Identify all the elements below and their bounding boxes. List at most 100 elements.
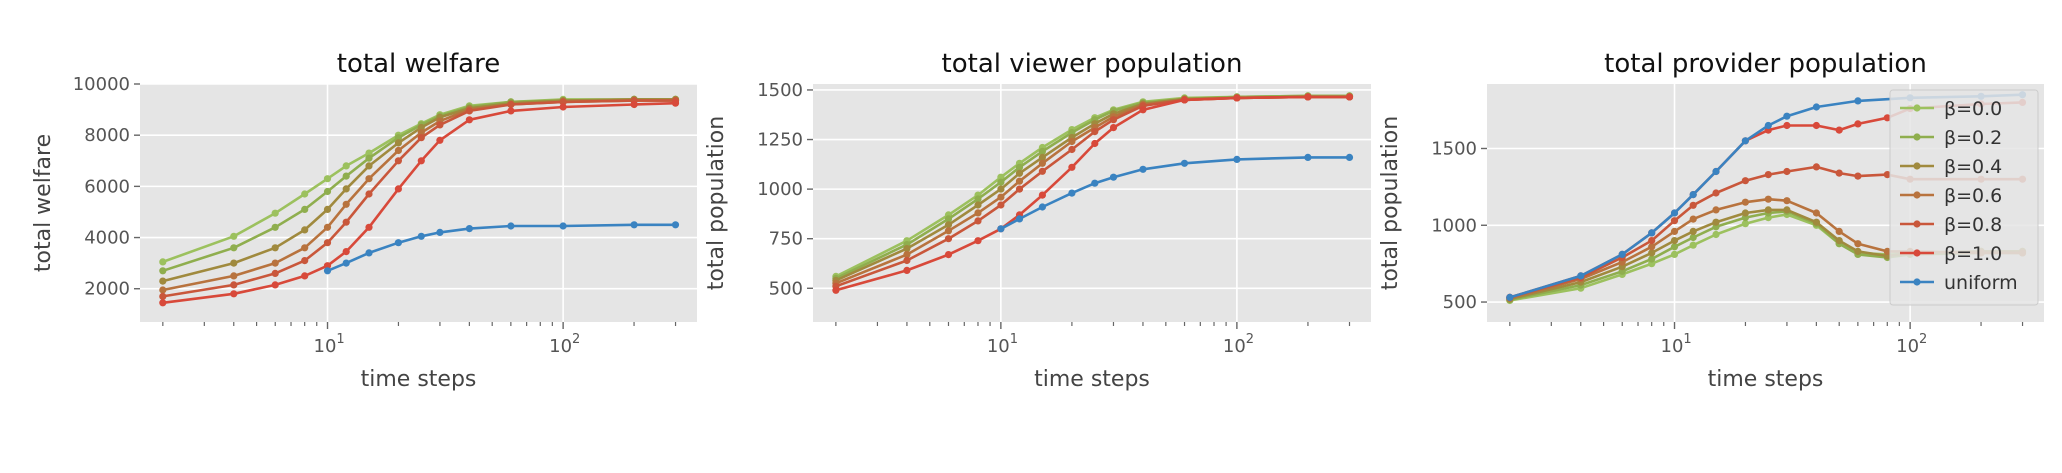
data-point bbox=[1883, 247, 1891, 255]
data-point bbox=[365, 162, 373, 170]
y-tick-label: 1000 bbox=[1431, 215, 1477, 236]
data-point bbox=[271, 259, 279, 267]
legend: β=0.0 β=0.2 β=0.4 β=0.6 β=0.8 β=1.0 uniform bbox=[1889, 89, 2039, 306]
data-point bbox=[301, 272, 309, 280]
data-point bbox=[230, 232, 238, 240]
data-point bbox=[1854, 240, 1862, 248]
data-point bbox=[1712, 206, 1720, 214]
data-point bbox=[465, 107, 473, 115]
data-point bbox=[323, 267, 332, 275]
data-point bbox=[271, 223, 279, 231]
data-point bbox=[1015, 169, 1024, 177]
data-point bbox=[271, 269, 279, 277]
data-point bbox=[301, 190, 309, 198]
data-point bbox=[365, 190, 373, 198]
data-point bbox=[1038, 167, 1046, 175]
data-point bbox=[342, 259, 350, 267]
data-point bbox=[1835, 126, 1843, 134]
data-point bbox=[465, 116, 473, 124]
x-tick-label: 101 bbox=[987, 332, 1018, 357]
x-tick-label: 101 bbox=[314, 332, 345, 357]
data-point bbox=[559, 103, 567, 111]
data-point bbox=[1689, 233, 1697, 242]
data-point bbox=[1038, 191, 1046, 199]
data-point bbox=[944, 235, 953, 243]
data-point bbox=[159, 267, 167, 275]
legend-entry: β=1.0 bbox=[1944, 243, 2002, 265]
data-point bbox=[271, 281, 279, 289]
data-point bbox=[1670, 250, 1679, 258]
data-point bbox=[1689, 227, 1697, 235]
data-point bbox=[974, 237, 982, 245]
data-point bbox=[1712, 167, 1720, 176]
data-point bbox=[394, 134, 402, 142]
data-point bbox=[365, 175, 373, 183]
data-point bbox=[1091, 179, 1099, 187]
y-tick-label: 10000 bbox=[73, 74, 130, 95]
data-point bbox=[1783, 197, 1791, 205]
data-point bbox=[1741, 198, 1749, 206]
data-point bbox=[1345, 93, 1354, 101]
chart-title: total provider population bbox=[1604, 49, 1927, 79]
y-tick-label: 1500 bbox=[1431, 138, 1477, 159]
y-tick-label: 1500 bbox=[757, 80, 803, 101]
data-point bbox=[394, 139, 402, 147]
data-point bbox=[365, 154, 373, 162]
data-point bbox=[436, 121, 444, 129]
data-point bbox=[559, 222, 567, 230]
data-point bbox=[1304, 153, 1312, 161]
data-point bbox=[230, 244, 238, 252]
data-point bbox=[1854, 120, 1862, 128]
y-tick-label: 500 bbox=[769, 278, 803, 299]
data-point bbox=[417, 129, 425, 137]
data-point bbox=[301, 244, 309, 252]
chart-title: total welfare bbox=[337, 49, 500, 79]
data-point bbox=[903, 266, 911, 274]
data-point bbox=[323, 205, 332, 213]
data-point bbox=[365, 149, 373, 157]
data-point bbox=[671, 99, 680, 107]
data-point bbox=[342, 200, 350, 208]
legend-entry: β=0.6 bbox=[1944, 185, 2002, 207]
data-point bbox=[1648, 237, 1656, 245]
data-point bbox=[323, 223, 332, 231]
data-point bbox=[1812, 121, 1820, 130]
chart-2: 500 1000 1500 101 102 total provider populati… bbox=[1378, 49, 2044, 392]
data-point bbox=[1506, 293, 1514, 301]
data-point bbox=[1689, 191, 1697, 199]
y-tick-label: 6000 bbox=[84, 176, 130, 197]
x-tick-exponent: 1 bbox=[1010, 332, 1018, 347]
data-point bbox=[1689, 241, 1697, 249]
x-tick-base: 10 bbox=[1896, 336, 1919, 357]
data-point bbox=[1670, 217, 1679, 225]
data-point bbox=[944, 251, 953, 259]
data-point bbox=[1577, 272, 1585, 280]
data-point bbox=[1068, 137, 1076, 146]
x-tick-label: 101 bbox=[1661, 332, 1692, 357]
legend-swatch-marker bbox=[1913, 278, 1921, 286]
legend-entry: β=0.2 bbox=[1944, 127, 2002, 149]
data-point bbox=[1648, 243, 1656, 251]
data-point bbox=[1180, 159, 1189, 167]
data-point bbox=[1835, 169, 1843, 177]
legend-entry: β=0.8 bbox=[1944, 214, 2002, 236]
data-point bbox=[1139, 165, 1147, 173]
data-point bbox=[997, 193, 1005, 201]
data-point bbox=[1109, 116, 1118, 124]
data-point bbox=[417, 123, 425, 132]
y-tick-label: 8000 bbox=[84, 125, 130, 146]
x-tick-label: 102 bbox=[1896, 332, 1927, 357]
data-point bbox=[1854, 97, 1862, 105]
data-point bbox=[342, 172, 350, 180]
y-tick-label: 500 bbox=[1443, 292, 1477, 313]
data-point bbox=[1091, 128, 1099, 136]
data-point bbox=[342, 185, 350, 193]
data-point bbox=[974, 217, 982, 225]
data-point bbox=[1741, 177, 1749, 185]
data-point bbox=[1689, 201, 1697, 209]
data-point bbox=[997, 201, 1005, 209]
data-point bbox=[342, 248, 350, 256]
data-point bbox=[1835, 227, 1843, 235]
legend-swatch-marker bbox=[1913, 249, 1921, 257]
